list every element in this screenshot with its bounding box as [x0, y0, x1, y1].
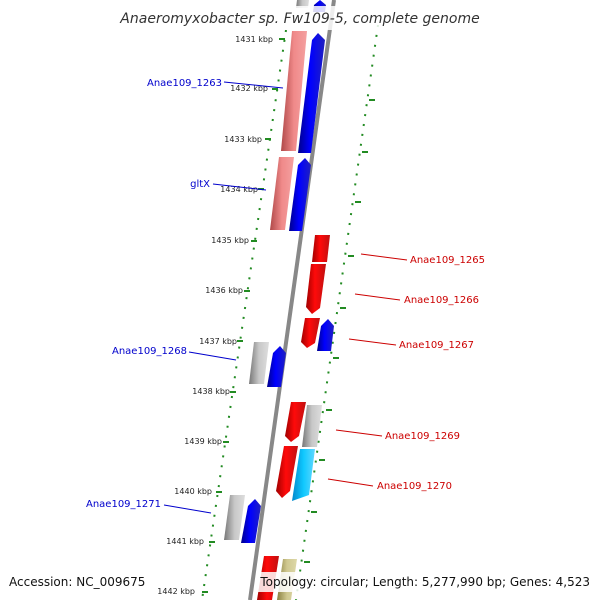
gene-feature-red-1270[interactable] — [276, 446, 298, 498]
gene-label-anae109-1267[interactable]: Anae109_1267 — [399, 340, 474, 351]
kbp-tick-marks — [202, 38, 285, 593]
tick-label: 1434 kbp — [220, 185, 258, 194]
accession-label: Accession: NC_009675 — [9, 575, 145, 589]
gene-feature-red-1265[interactable] — [312, 235, 330, 262]
gene-feature-blue-gltX[interactable] — [289, 158, 311, 231]
map-title: Anaeromyxobacter sp. Fw109-5, complete g… — [119, 11, 479, 27]
gene-feature-pink-gltX[interactable] — [270, 157, 294, 230]
gene-feature-blue-1263[interactable] — [298, 33, 325, 153]
gene-label-anae109-1268[interactable]: Anae109_1268 — [112, 346, 187, 357]
gene-label-anae109-1269[interactable]: Anae109_1269 — [385, 431, 460, 442]
gene-label-anae109-1263[interactable]: Anae109_1263 — [147, 78, 222, 89]
tick-label: 1442 kbp — [157, 587, 195, 596]
tick-label: 1441 kbp — [166, 537, 204, 546]
footer-accession-backdrop — [5, 572, 150, 592]
tick-label: 1431 kbp — [235, 35, 273, 44]
gene-feature-pink-1263[interactable] — [281, 31, 307, 151]
gene-feature-red-1266[interactable] — [306, 264, 326, 314]
label-connectors — [163, 81, 408, 514]
footer-summary-backdrop — [258, 572, 595, 592]
gene-feature-grey-1271[interactable] — [224, 495, 245, 540]
tick-label: 1437 kbp — [199, 337, 237, 346]
right-track-ticks — [304, 99, 375, 563]
gene-feature-blue-1271[interactable] — [241, 499, 261, 543]
gene-feature-blue-1268[interactable] — [267, 346, 286, 387]
gene-feature-blue-1267[interactable] — [317, 319, 334, 351]
gene-feature-red-1269[interactable] — [285, 402, 306, 442]
gene-feature-red-1267[interactable] — [301, 318, 320, 348]
genome-summary: Topology: circular; Length: 5,277,990 bp… — [259, 575, 590, 589]
gene-label-gltx[interactable]: gltX — [190, 179, 210, 190]
tick-label: 1436 kbp — [205, 286, 243, 295]
gene-label-anae109-1265[interactable]: Anae109_1265 — [410, 255, 485, 266]
gene-label-anae109-1270[interactable]: Anae109_1270 — [377, 481, 452, 492]
tick-label: 1439 kbp — [184, 437, 222, 446]
genome-backbone — [248, 0, 336, 600]
left-dotted-track — [201, 29, 287, 600]
gene-feature-grey-1269[interactable] — [302, 405, 322, 447]
tick-label: 1438 kbp — [192, 387, 230, 396]
right-dotted-track — [295, 24, 379, 600]
tick-label: 1440 kbp — [174, 487, 212, 496]
tick-label: 1433 kbp — [224, 135, 262, 144]
kbp-tick-labels: 1431 kbp 1432 kbp 1433 kbp 1434 kbp 1435… — [157, 35, 273, 596]
title-backdrop — [118, 6, 482, 30]
gene-feature-cyan-1270[interactable] — [292, 449, 315, 501]
gene-labels: Anae109_1263 gltX Anae109_1265 Anae109_1… — [86, 78, 485, 510]
tick-label: 1435 kbp — [211, 236, 249, 245]
gene-label-anae109-1266[interactable]: Anae109_1266 — [404, 295, 479, 306]
gene-label-anae109-1271[interactable]: Anae109_1271 — [86, 499, 161, 510]
tick-label: 1432 kbp — [230, 84, 268, 93]
gene-feature-grey-1268[interactable] — [249, 342, 269, 384]
